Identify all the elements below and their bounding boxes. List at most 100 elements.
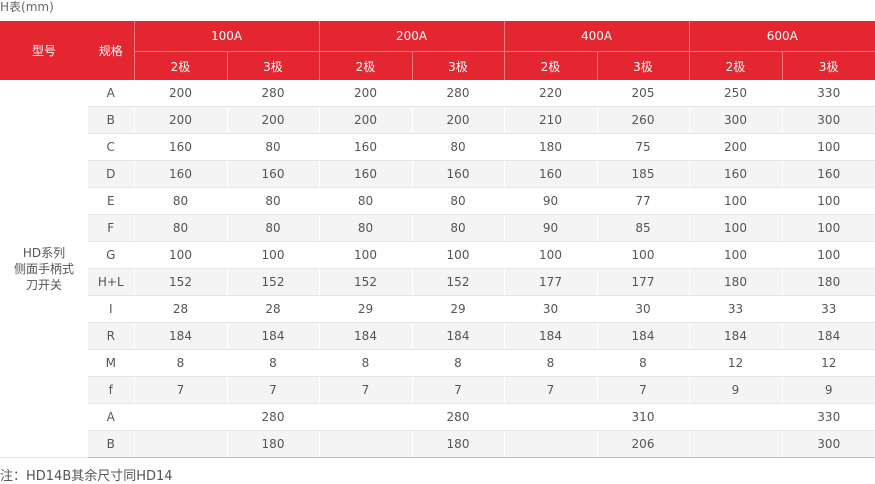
value-cell: 200 <box>226 106 319 134</box>
value-cell: 300 <box>688 106 782 134</box>
value-cell: 180 <box>688 268 782 296</box>
value-cell: 160 <box>318 133 412 161</box>
value-cell: 330 <box>781 80 875 107</box>
table-row: B 180 180 206 300 <box>0 430 875 458</box>
value-cell: 12 <box>781 349 875 377</box>
value-cell: 7 <box>411 376 504 404</box>
value-cell: 33 <box>781 295 875 323</box>
value-cell <box>503 430 597 458</box>
value-cell: 7 <box>226 376 319 404</box>
value-cell: 180 <box>781 268 875 296</box>
header-pole: 2极 <box>318 51 412 80</box>
value-cell <box>318 430 412 458</box>
value-cell: 33 <box>688 295 782 323</box>
spec-cell: M <box>88 349 134 377</box>
value-cell: 100 <box>411 241 504 269</box>
header-pole: 3极 <box>596 51 689 80</box>
spec-cell: G <box>88 241 134 269</box>
model-name-line: 侧面手柄式 <box>13 261 74 276</box>
value-cell: 200 <box>133 80 227 107</box>
value-cell: 80 <box>133 187 227 215</box>
value-cell <box>133 430 227 458</box>
value-cell: 260 <box>596 106 689 134</box>
value-cell: 80 <box>411 187 504 215</box>
value-cell: 200 <box>318 106 412 134</box>
table-row: H+L 152 152 152 152 177 177 180 180 <box>0 268 875 296</box>
value-cell: 200 <box>411 106 504 134</box>
value-cell: 100 <box>781 241 875 269</box>
spec-cell: R <box>88 322 134 350</box>
value-cell: 80 <box>318 187 412 215</box>
value-cell: 7 <box>318 376 412 404</box>
model-name-line: HD系列 <box>22 245 66 260</box>
spec-cell: B <box>88 106 134 134</box>
value-cell: 80 <box>226 187 319 215</box>
value-cell: 180 <box>411 430 504 458</box>
value-cell: 280 <box>411 80 504 107</box>
spec-cell: F <box>88 214 134 242</box>
value-cell: 80 <box>318 214 412 242</box>
spec-cell: B <box>88 430 134 458</box>
value-cell: 100 <box>781 187 875 215</box>
value-cell: 9 <box>688 376 782 404</box>
value-cell: 8 <box>411 349 504 377</box>
value-cell: 100 <box>688 241 782 269</box>
value-cell: 90 <box>503 187 597 215</box>
value-cell <box>318 403 412 431</box>
table-row: F 80 80 80 80 90 85 100 100 <box>0 214 875 242</box>
value-cell: 77 <box>596 187 689 215</box>
value-cell: 7 <box>503 376 597 404</box>
value-cell: 160 <box>688 160 782 188</box>
value-cell: 100 <box>503 241 597 269</box>
value-cell: 160 <box>318 160 412 188</box>
value-cell: 85 <box>596 214 689 242</box>
spec-cell: H+L <box>88 268 134 296</box>
value-cell: 80 <box>133 214 227 242</box>
value-cell: 205 <box>596 80 689 107</box>
value-cell: 152 <box>133 268 227 296</box>
value-cell: 184 <box>318 322 412 350</box>
value-cell: 220 <box>503 80 597 107</box>
value-cell: 9 <box>781 376 875 404</box>
value-cell: 280 <box>411 403 504 431</box>
header-group-200a: 200A <box>318 21 504 52</box>
spec-cell: A <box>88 80 134 107</box>
value-cell: 300 <box>781 106 875 134</box>
table-row: D 160 160 160 160 160 185 160 160 <box>0 160 875 188</box>
value-cell: 200 <box>133 106 227 134</box>
value-cell: 8 <box>226 349 319 377</box>
value-cell: 100 <box>781 133 875 161</box>
value-cell: 28 <box>226 295 319 323</box>
value-cell: 184 <box>411 322 504 350</box>
table-row: R 184 184 184 184 184 184 184 184 <box>0 322 875 350</box>
value-cell: 184 <box>596 322 689 350</box>
value-cell: 180 <box>226 430 319 458</box>
value-cell: 160 <box>133 133 227 161</box>
value-cell: 177 <box>596 268 689 296</box>
spec-cell: D <box>88 160 134 188</box>
value-cell <box>133 403 227 431</box>
header-model: 型号 <box>0 21 88 80</box>
value-cell: 100 <box>781 214 875 242</box>
header-group-600a: 600A <box>688 21 875 52</box>
table-row: C 160 80 160 80 180 75 200 100 <box>0 133 875 161</box>
value-cell: 184 <box>503 322 597 350</box>
model-name-cell: HD系列 侧面手柄式 刀开关 <box>0 80 88 458</box>
value-cell: 80 <box>411 214 504 242</box>
value-cell: 8 <box>133 349 227 377</box>
table-row: G 100 100 100 100 100 100 100 100 <box>0 241 875 269</box>
value-cell: 280 <box>226 80 319 107</box>
value-cell: 152 <box>226 268 319 296</box>
header-spec: 规格 <box>88 21 134 80</box>
table-row: HD系列 侧面手柄式 刀开关 A 200 280 200 280 220 205 250 330 <box>0 80 875 458</box>
value-cell: 280 <box>226 403 319 431</box>
value-cell: 160 <box>226 160 319 188</box>
value-cell: 8 <box>318 349 412 377</box>
table-row: A 280 280 310 330 <box>0 403 875 431</box>
table-row: M 8 8 8 8 8 8 12 12 <box>0 349 875 377</box>
header-group-100a: 100A <box>133 21 319 52</box>
spec-cell: I <box>88 295 134 323</box>
value-cell <box>503 403 597 431</box>
value-cell: 160 <box>133 160 227 188</box>
